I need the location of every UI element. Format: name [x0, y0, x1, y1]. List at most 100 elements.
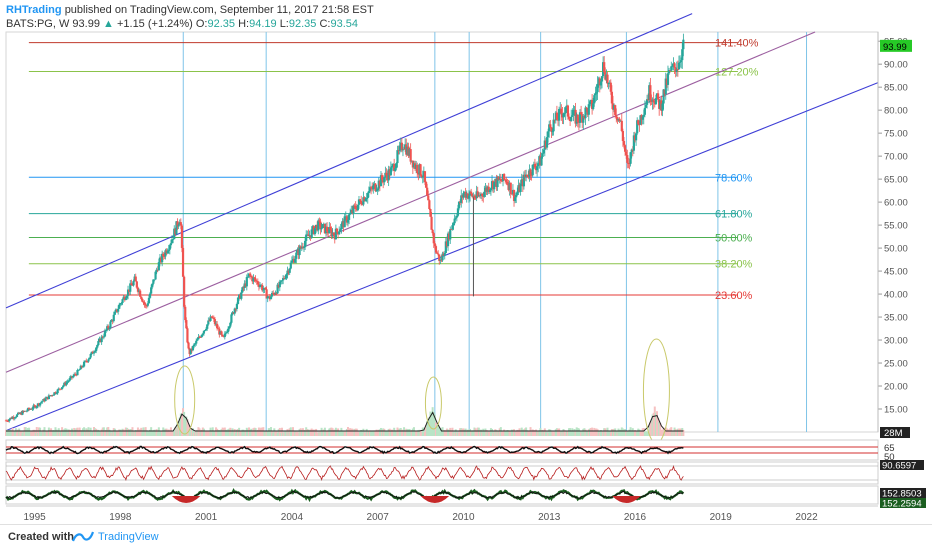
x-tick-label: 2016 — [624, 512, 647, 523]
volume-bar — [88, 431, 91, 436]
volume-bar — [72, 432, 75, 436]
volume-bar — [289, 427, 292, 436]
volume-bar — [628, 429, 631, 436]
indicator-3-line — [5, 490, 684, 500]
volume-bar — [249, 429, 252, 436]
volume-bar — [110, 432, 113, 436]
candle-body — [108, 327, 111, 329]
price-chart[interactable]: 141.40% 127.20% 78.60% 61.80% 50.00% 38.20% 23… — [0, 0, 932, 524]
x-tick-label: 2007 — [367, 512, 390, 523]
volume-bar — [99, 431, 102, 436]
volume-bar — [404, 430, 407, 436]
volume-bar — [308, 430, 311, 436]
volume-bar — [135, 431, 138, 436]
volume-bar — [140, 427, 143, 436]
volume-bar — [83, 427, 86, 436]
candle-body — [14, 416, 17, 418]
volume-bar — [511, 430, 514, 436]
candle-body — [615, 114, 618, 118]
volume-bar — [680, 428, 683, 436]
y-axis: 15.00 20.00 25.00 30.00 35.00 40.00 45.00 50.00… — [877, 32, 912, 432]
volume-bar — [485, 430, 488, 436]
candle-body — [179, 222, 182, 226]
volume-bar — [132, 431, 135, 436]
volume-pane: 28M — [5, 406, 910, 439]
volume-bar — [386, 432, 389, 436]
volume-bar — [431, 407, 434, 436]
candle-body — [155, 269, 158, 272]
candle-body — [457, 201, 461, 209]
volume-bar — [480, 429, 483, 436]
volume-bar — [633, 430, 636, 436]
volume-bar — [30, 431, 33, 436]
candle-body — [676, 69, 679, 70]
volume-bar — [111, 430, 114, 436]
volume-bar — [307, 429, 310, 436]
volume-bar — [620, 427, 623, 436]
volume-bar — [144, 427, 147, 436]
volume-bar — [154, 430, 157, 436]
candle-body — [200, 334, 203, 338]
candle-body — [280, 280, 284, 282]
volume-bar — [175, 427, 178, 436]
volume-bar — [296, 431, 299, 436]
volume-highlight-ellipse — [424, 376, 442, 430]
candle-body — [654, 98, 657, 105]
volume-bar — [180, 414, 183, 436]
volume-bar — [415, 431, 418, 436]
volume-bar — [532, 430, 535, 436]
volume-bar — [505, 430, 508, 436]
volume-bar — [37, 427, 40, 436]
volume-bar — [142, 427, 145, 436]
candle-body — [419, 164, 422, 176]
candle-body — [609, 82, 612, 92]
candle-body — [533, 163, 537, 168]
volume-bar — [356, 432, 359, 436]
candle-body — [470, 191, 473, 194]
volume-bar — [209, 427, 212, 436]
fib-label: 50.00% — [715, 233, 753, 245]
x-tick-label: 1995 — [23, 512, 46, 523]
volume-bar — [659, 423, 662, 436]
candle-body — [437, 253, 440, 255]
volume-bar — [55, 429, 58, 436]
volume-bar — [129, 429, 132, 436]
candle-body — [88, 357, 91, 360]
candle-body — [288, 268, 291, 273]
volume-bar — [263, 430, 266, 436]
volume-bar — [614, 428, 617, 436]
publisher-name[interactable]: RHTrading — [6, 4, 62, 16]
candle-body — [124, 298, 127, 301]
fib-label: 23.60% — [715, 290, 753, 302]
volume-bar — [101, 427, 104, 436]
candle-body — [530, 175, 533, 176]
volume-bar — [74, 429, 77, 436]
volume-bar — [239, 431, 242, 436]
volume-bar — [80, 430, 83, 436]
volume-bar — [571, 428, 574, 436]
volume-bar — [147, 431, 150, 436]
volume-bar — [31, 432, 34, 436]
symbol-label[interactable]: BATS:PG, W — [6, 18, 70, 30]
tradingview-brand[interactable]: TradingView — [98, 531, 159, 543]
volume-bar — [253, 427, 256, 436]
candle-body — [420, 175, 423, 178]
volume-bar — [299, 428, 302, 436]
volume-bar — [455, 432, 458, 436]
volume-bar — [506, 430, 509, 436]
candle-body — [136, 287, 140, 292]
volume-bar — [189, 429, 192, 436]
candle-body — [443, 252, 446, 256]
volume-bar — [302, 429, 305, 436]
volume-bar — [552, 432, 555, 436]
candle-body — [103, 330, 107, 337]
fib-label: 38.20% — [715, 259, 753, 271]
candle-body — [234, 308, 237, 310]
indicator-3-label-bg — [880, 498, 926, 508]
candle-body — [541, 153, 544, 157]
candles — [4, 33, 685, 423]
candle-body — [278, 281, 281, 288]
volume-bar — [178, 417, 181, 436]
candle-body — [181, 247, 185, 277]
low-value: 92.35 — [288, 18, 317, 30]
